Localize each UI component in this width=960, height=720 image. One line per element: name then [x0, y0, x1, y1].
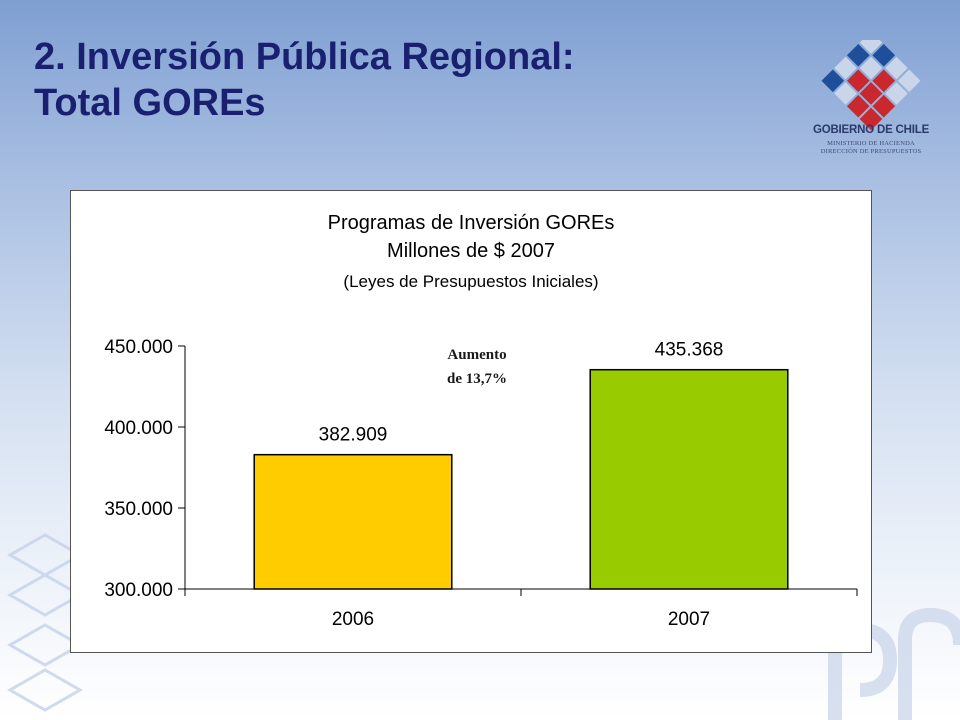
chart-subtitle-note: (Leyes de Presupuestos Iniciales) [343, 272, 598, 291]
bar-2006 [253, 453, 453, 590]
logo-text: GOBIERNO DE CHILE [812, 124, 930, 136]
chart-panel: Programas de Inversión GOREs Millones de… [70, 190, 872, 653]
bar-2007 [589, 368, 789, 590]
slide-title: 2. Inversión Pública Regional: Total GOR… [34, 34, 575, 126]
logo-subtitle-direction: DIRECCIÓN DE PRESUPUESTOS [820, 148, 922, 155]
y-tick-label: 450.000 [104, 337, 173, 358]
y-tick-label: 400.000 [104, 418, 173, 439]
data-label-2006: 382.909 [319, 425, 388, 446]
logo-subtitle-ministry: MINISTERIO DE HACIENDA [827, 140, 915, 147]
x-tick-label-2006: 2006 [332, 609, 374, 630]
increase-annotation-line1: Aumento [447, 347, 506, 363]
slide-title-line1: 2. Inversión Pública Regional: [34, 36, 575, 78]
chart-title: Programas de Inversión GOREs [328, 212, 615, 234]
slide-title-line2: Total GOREs [34, 82, 266, 124]
chart-subtitle: Millones de $ 2007 [387, 240, 555, 262]
increase-annotation-line2: de 13,7% [447, 371, 507, 387]
data-label-2007: 435.368 [655, 340, 724, 361]
gobierno-de-chile-logo-icon [821, 40, 921, 131]
y-tick-label: 300.000 [104, 580, 173, 601]
x-tick-label-2007: 2007 [668, 609, 710, 630]
bar-chart: Programas de Inversión GOREs Millones de… [104, 212, 858, 630]
y-tick-label: 350.000 [104, 499, 173, 520]
